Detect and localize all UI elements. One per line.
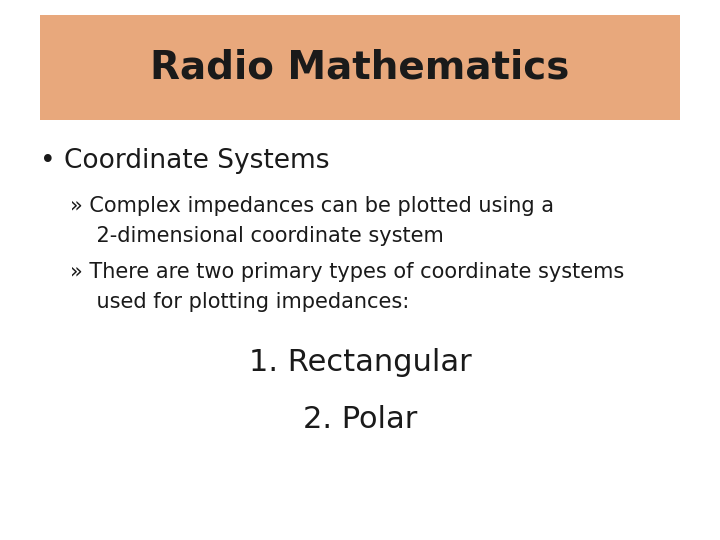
Text: 2-dimensional coordinate system: 2-dimensional coordinate system: [70, 226, 444, 246]
Text: » There are two primary types of coordinate systems: » There are two primary types of coordin…: [70, 262, 624, 282]
Text: Radio Mathematics: Radio Mathematics: [150, 49, 570, 86]
Text: 1. Rectangular: 1. Rectangular: [248, 348, 472, 377]
Text: • Coordinate Systems: • Coordinate Systems: [40, 148, 330, 174]
Text: used for plotting impedances:: used for plotting impedances:: [70, 292, 409, 312]
Text: 2. Polar: 2. Polar: [303, 405, 417, 434]
Text: » Complex impedances can be plotted using a: » Complex impedances can be plotted usin…: [70, 196, 554, 216]
FancyBboxPatch shape: [40, 15, 680, 120]
